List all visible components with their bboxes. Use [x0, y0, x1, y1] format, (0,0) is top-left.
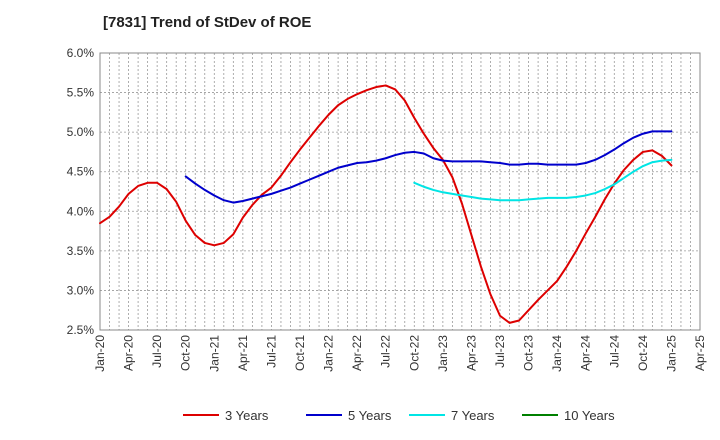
x-tick-label: Oct-20	[179, 335, 193, 371]
x-tick-label: Jul-20	[150, 335, 164, 368]
x-tick-label: Oct-21	[293, 335, 307, 371]
y-tick-label: 2.5%	[67, 323, 95, 337]
legend-item-10-years: 10 Years	[522, 408, 615, 423]
x-tick-label: Jan-24	[550, 335, 564, 372]
y-axis-tick-labels: 2.5% 3.0% 3.5% 4.0% 4.5% 5.0% 5.5% 6.0%	[67, 46, 95, 337]
series-line-7-years	[413, 158, 673, 202]
chart-title: [7831] Trend of StDev of ROE	[103, 14, 312, 31]
legend-item-7-years: 7 Years	[409, 408, 495, 423]
x-tick-label: Jul-24	[607, 335, 621, 368]
y-tick-label: 3.5%	[67, 244, 95, 258]
x-tick-label: Apr-23	[464, 335, 478, 371]
y-tick-label: 4.5%	[67, 165, 95, 179]
x-tick-label: Jul-22	[379, 335, 393, 368]
y-tick-label: 5.5%	[67, 86, 95, 100]
x-tick-label: Jul-21	[264, 335, 278, 368]
y-tick-label: 3.0%	[67, 283, 95, 297]
series-line-5-years	[184, 130, 673, 204]
x-tick-label: Jan-25	[664, 335, 678, 372]
x-tick-label: Apr-21	[236, 335, 250, 371]
x-axis-tick-labels: Jan-20 Apr-20 Jul-20 Oct-20 Jan-21 Apr-21 Jul-…	[93, 335, 707, 372]
y-tick-label: 4.0%	[67, 204, 95, 218]
legend-item-3-years: 3 Years	[183, 408, 269, 423]
x-tick-label: Apr-22	[350, 335, 364, 371]
x-tick-label: Apr-24	[579, 335, 593, 371]
legend-item-5-years: 5 Years	[306, 408, 392, 423]
x-tick-label: Oct-22	[407, 335, 421, 371]
x-tick-label: Oct-23	[522, 335, 536, 371]
legend-label: 3 Years	[225, 408, 269, 423]
plot-frame	[99, 52, 701, 331]
legend-label: 10 Years	[564, 408, 615, 423]
y-tick-label: 5.0%	[67, 125, 95, 139]
x-tick-label: Apr-20	[122, 335, 136, 371]
grid-lines	[100, 53, 700, 330]
x-tick-label: Jan-22	[322, 335, 336, 372]
series-lines	[99, 84, 673, 324]
x-tick-label: Apr-25	[693, 335, 707, 371]
x-tick-label: Jan-20	[93, 335, 107, 372]
x-tick-label: Jan-21	[207, 335, 221, 372]
x-tick-label: Jul-23	[493, 335, 507, 368]
x-tick-label: Jan-23	[436, 335, 450, 372]
x-tick-label: Oct-24	[636, 335, 650, 371]
legend-label: 5 Years	[348, 408, 392, 423]
legend: 3 Years 5 Years 7 Years 10 Years	[183, 408, 615, 423]
series-line-3-years	[99, 84, 673, 324]
y-tick-label: 6.0%	[67, 46, 95, 60]
legend-label: 7 Years	[451, 408, 495, 423]
